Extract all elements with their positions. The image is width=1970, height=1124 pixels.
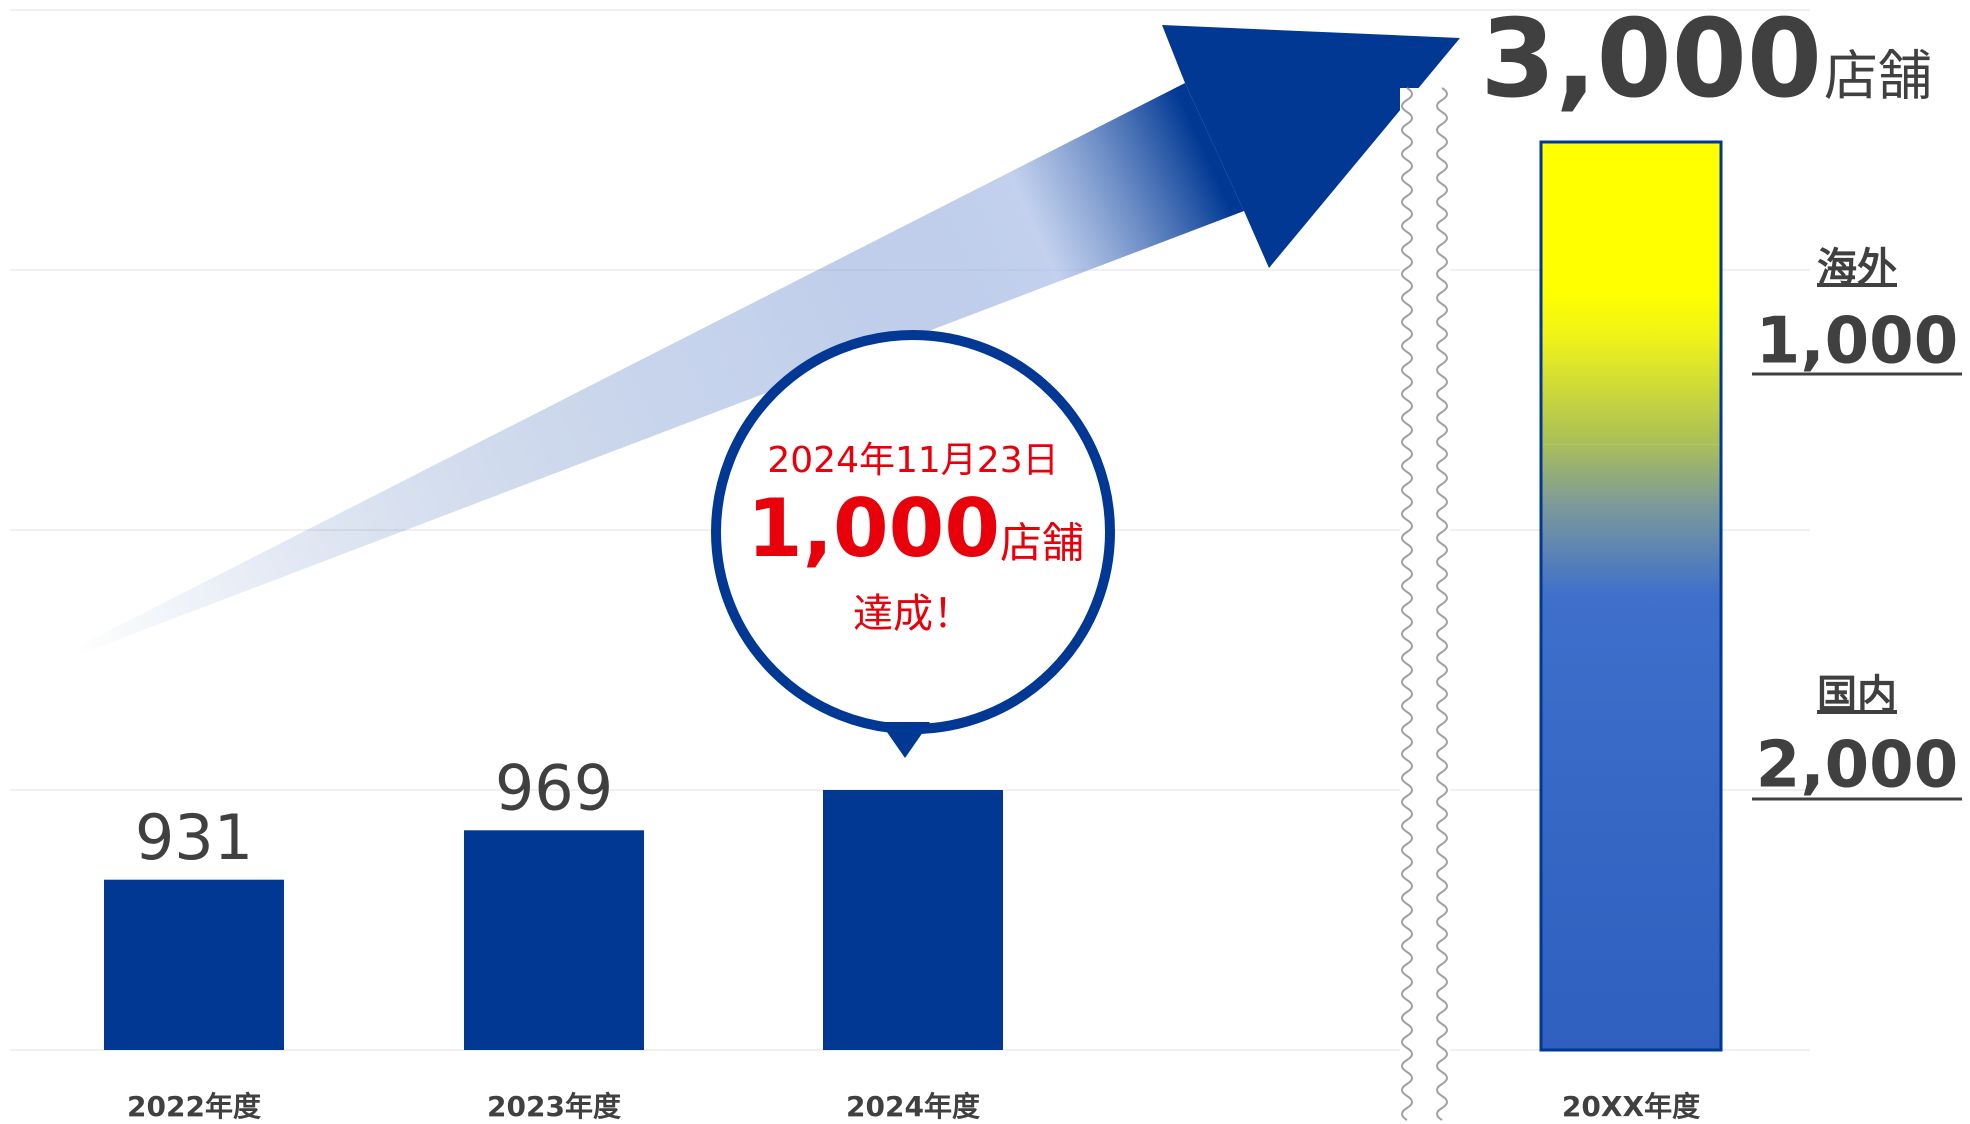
growth-arrow-head (1162, 25, 1460, 268)
segment-name: 国内 (1817, 672, 1897, 718)
bar-segment (1541, 444, 1721, 1051)
total-label: 3,000 (1480, 0, 1822, 122)
bar-segment (1541, 142, 1721, 445)
callout-value: 1,000 (747, 482, 1000, 575)
total-unit: 店舗 (1824, 45, 1932, 108)
break-line (1401, 87, 1413, 1121)
callout-unit: 店舗 (1000, 519, 1084, 568)
segment-name: 海外 (1817, 245, 1897, 291)
axis-break (1400, 87, 1450, 1121)
bar (104, 879, 284, 1050)
growth-arrow-shaft (69, 83, 1244, 656)
x-tick-label: 20XX年度 (1562, 1090, 1700, 1123)
bar (464, 830, 644, 1050)
value-label: 931 (135, 801, 253, 874)
bar-outline (1539, 140, 1723, 1052)
bar (823, 790, 1003, 1050)
x-tick-label: 2023年度 (487, 1090, 621, 1123)
break-line (1436, 87, 1448, 1121)
segment-value-label: 2,000 (1756, 729, 1958, 803)
segment-value-label: 1,000 (1756, 305, 1958, 379)
callout-pointer (880, 722, 930, 758)
callout-text: 達成！ (853, 591, 973, 637)
callout: 2024年11月23日 1,000 店舗 達成！ (711, 330, 1115, 758)
callout-date: 2024年11月23日 (767, 440, 1058, 481)
x-tick-label: 2022年度 (127, 1090, 261, 1123)
x-tick-label: 2024年度 (846, 1090, 980, 1123)
value-label: 969 (495, 751, 613, 824)
